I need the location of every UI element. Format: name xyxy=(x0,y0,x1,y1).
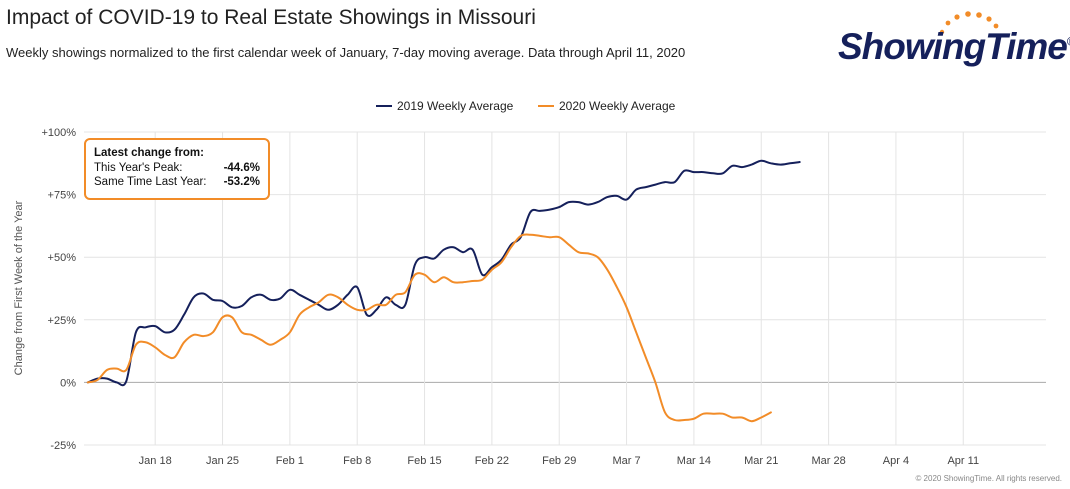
legend-item-1[interactable]: 2020 Weekly Average xyxy=(538,99,676,113)
info-label: This Year's Peak: xyxy=(94,162,183,174)
x-tick-label: Mar 21 xyxy=(744,455,778,467)
grid xyxy=(84,131,1046,446)
y-tick-label: 0% xyxy=(60,377,76,389)
series-lines xyxy=(86,159,801,423)
y-tick-label: +100% xyxy=(41,127,76,139)
legend-label: 2020 Weekly Average xyxy=(559,99,676,113)
legend-item-0[interactable]: 2019 Weekly Average xyxy=(376,99,514,113)
x-tick-label: Feb 29 xyxy=(542,455,576,467)
series-line-0 xyxy=(86,159,801,387)
series-line-1 xyxy=(86,233,772,423)
showingtime-logo: ShowingTime® xyxy=(838,10,1070,80)
x-tick-label: Mar 7 xyxy=(613,455,641,467)
info-row-peak: This Year's Peak: -44.6% xyxy=(94,161,260,175)
legend-label: 2019 Weekly Average xyxy=(397,99,514,113)
page-title: Impact of COVID-19 to Real Estate Showin… xyxy=(6,6,536,29)
latest-change-heading: Latest change from: xyxy=(94,147,204,159)
x-tick-label: Mar 14 xyxy=(677,455,711,467)
copyright-text: © 2020 ShowingTime. All rights reserved. xyxy=(915,474,1062,483)
x-tick-label: Feb 1 xyxy=(276,455,304,467)
y-axis-title: Change from First Week of the Year xyxy=(13,200,25,375)
y-tick-label: -25% xyxy=(50,440,76,452)
x-tick-label: Apr 4 xyxy=(883,455,909,467)
info-row-last-year: Same Time Last Year: -53.2% xyxy=(94,175,260,189)
x-tick-label: Apr 11 xyxy=(947,455,979,467)
x-tick-label: Feb 15 xyxy=(407,455,441,467)
y-tick-label: +75% xyxy=(48,190,77,202)
logo-dots-icon xyxy=(939,11,999,35)
x-tick-label: Feb 8 xyxy=(343,455,371,467)
info-value: -44.6% xyxy=(223,162,260,174)
logo-wordmark: ShowingTime® xyxy=(838,26,1070,67)
y-tick-label: +25% xyxy=(48,315,77,327)
info-label: Same Time Last Year: xyxy=(94,176,207,188)
x-tick-label: Feb 22 xyxy=(475,455,509,467)
y-axis-ticks: +100% +75% +50% +25% 0% -25% xyxy=(41,127,76,452)
legend[interactable]: 2019 Weekly Average 2020 Weekly Average xyxy=(376,99,676,113)
x-axis-ticks: Jan 18 Jan 25 Feb 1 Feb 8 Feb 15 Feb 22 Feb 29… xyxy=(139,455,979,467)
x-tick-label: Jan 25 xyxy=(206,455,239,467)
x-tick-label: Mar 28 xyxy=(811,455,845,467)
y-tick-label: +50% xyxy=(48,252,77,264)
info-value: -53.2% xyxy=(223,176,260,188)
page-subtitle: Weekly showings normalized to the first … xyxy=(6,45,686,60)
latest-change-box: Latest change from: This Year's Peak: -4… xyxy=(84,138,270,200)
x-tick-label: Jan 18 xyxy=(139,455,172,467)
